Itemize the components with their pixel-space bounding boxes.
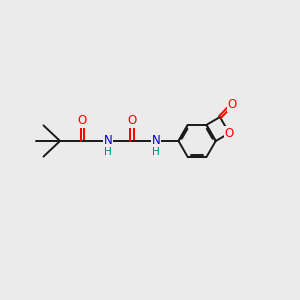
Text: O: O (225, 127, 234, 140)
Text: H: H (104, 147, 112, 158)
Text: O: O (128, 114, 136, 127)
Text: H: H (152, 147, 160, 158)
Text: O: O (78, 114, 87, 127)
Text: N: N (103, 134, 112, 148)
Text: O: O (227, 98, 237, 111)
Text: N: N (152, 134, 160, 148)
